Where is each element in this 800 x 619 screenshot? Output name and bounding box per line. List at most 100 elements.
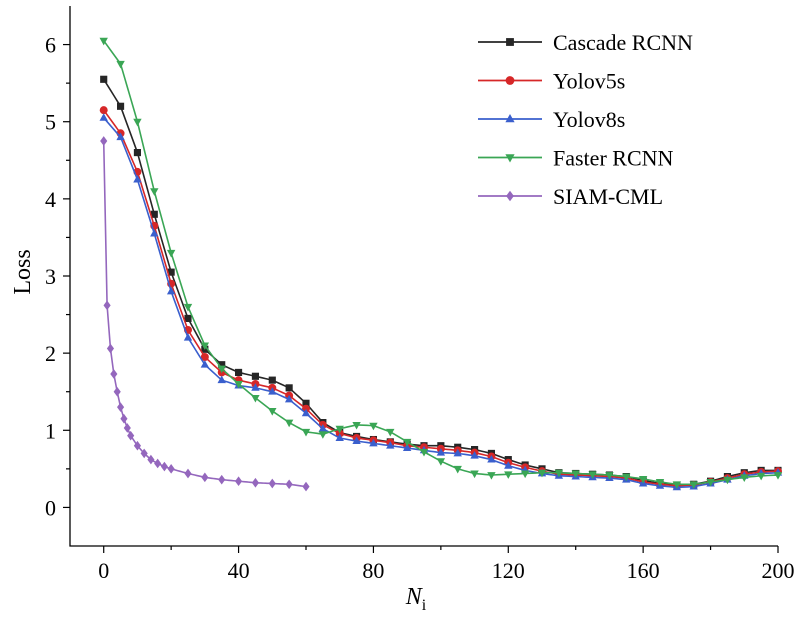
data-point-faster-rcnn (470, 470, 479, 479)
data-point-siam-cml (154, 458, 162, 469)
data-point-faster-rcnn (689, 481, 698, 489)
data-point-faster-rcnn (251, 394, 260, 403)
data-point-cascade-rcnn (133, 149, 141, 157)
data-point-siam-cml (160, 461, 168, 472)
data-point-faster-rcnn (99, 37, 108, 46)
data-point-siam-cml (103, 300, 111, 311)
x-axis-title: Ni (405, 584, 427, 614)
data-point-faster-rcnn (284, 419, 294, 428)
data-point-yolov8s (183, 333, 193, 341)
data-point-faster-rcnn (520, 470, 530, 479)
data-point-yolov8s (116, 132, 125, 141)
data-point-siam-cml (133, 440, 141, 451)
data-point-cascade-rcnn (150, 210, 158, 218)
data-point-faster-rcnn (655, 479, 665, 487)
data-point-siam-cml (106, 343, 115, 354)
data-point-siam-cml (184, 468, 192, 479)
data-point-cascade-rcnn (268, 376, 276, 384)
data-point-siam-cml (100, 136, 108, 146)
data-point-siam-cml (127, 430, 135, 441)
data-point-faster-rcnn (386, 428, 395, 437)
data-point-siam-cml (110, 369, 118, 379)
data-point-siam-cml (147, 454, 155, 465)
data-point-faster-rcnn (150, 188, 159, 196)
data-point-cascade-rcnn (302, 399, 310, 407)
y-tick-label: 1 (45, 418, 56, 443)
data-point-yolov8s (251, 383, 260, 391)
data-point-siam-cml (113, 386, 121, 397)
data-point-yolov8s (150, 228, 159, 237)
legend-label: Cascade RCNN (553, 30, 693, 55)
data-point-faster-rcnn (419, 448, 429, 457)
data-point-faster-rcnn (504, 471, 513, 479)
data-point-yolov8s (318, 424, 328, 432)
y-tick-label: 3 (45, 264, 56, 289)
data-point-yolov8s (453, 448, 462, 457)
legend-swatch-marker (505, 154, 515, 163)
y-tick-label: 0 (45, 495, 56, 520)
legend: Cascade RCNN Yolov5s Yolov8s Faster RCNN SIA… (478, 30, 693, 209)
data-point-faster-rcnn (369, 422, 378, 431)
data-point-siam-cml (268, 478, 276, 489)
series-line-cascade-rcnn (103, 78, 778, 486)
data-point-yolov8s (335, 433, 344, 441)
data-point-yolov8s (402, 443, 412, 451)
y-tick-label: 4 (45, 187, 56, 212)
data-point-yolov8s (166, 286, 176, 295)
x-axis-title-main: N (405, 584, 424, 610)
data-point-faster-rcnn (638, 475, 648, 484)
data-point-faster-rcnn (166, 249, 176, 258)
series-line-siam-cml (102, 140, 307, 488)
y-axis-ticks: 0 1 2 3 4 5 6 (45, 33, 70, 520)
data-point-faster-rcnn (740, 474, 749, 482)
data-point-faster-rcnn (672, 481, 682, 489)
data-point-yolov8s (436, 448, 446, 456)
data-point-yolov8s (470, 451, 479, 459)
data-point-faster-rcnn (268, 408, 277, 416)
series-cascade-rcnn (100, 75, 782, 489)
data-point-faster-rcnn (217, 365, 226, 374)
x-axis-ticks: 0 40 80 120 160 200 (98, 546, 795, 583)
legend-item-faster-rcnn: Faster RCNN (478, 146, 674, 171)
data-point-siam-cml (201, 472, 209, 483)
data-point-yolov8s (301, 408, 311, 417)
series-line-faster-rcnn (103, 40, 779, 486)
legend-item-yolov8s: Yolov8s (478, 107, 625, 132)
data-point-yolov8s (99, 113, 108, 121)
data-point-cascade-rcnn (167, 268, 175, 276)
data-point-faster-rcnn (723, 476, 732, 485)
data-point-siam-cml (117, 402, 125, 412)
series-line-yolov8s (103, 117, 779, 489)
data-point-cascade-rcnn (117, 102, 125, 110)
x-tick-label: 40 (228, 558, 250, 583)
data-point-faster-rcnn (756, 472, 766, 481)
legend-swatch-marker (506, 38, 514, 46)
data-point-siam-cml (140, 448, 148, 459)
series-line-yolov5s (103, 109, 779, 487)
data-point-faster-rcnn (605, 472, 614, 480)
legend-label: SIAM-CML (553, 184, 663, 209)
data-point-faster-rcnn (133, 118, 142, 127)
data-point-faster-rcnn (588, 471, 597, 479)
data-point-faster-rcnn (402, 438, 412, 447)
legend-swatch-marker (506, 190, 514, 202)
x-tick-label: 160 (627, 558, 660, 583)
y-tick-label: 5 (45, 110, 56, 135)
series-yolov5s (99, 106, 782, 490)
data-point-cascade-rcnn (285, 384, 293, 392)
y-tick-label: 6 (45, 33, 56, 58)
data-point-yolov8s (504, 461, 513, 469)
data-point-cascade-rcnn (218, 361, 226, 369)
legend-swatch-marker (505, 76, 515, 85)
axis-frame (69, 6, 778, 547)
data-point-yolov5s (200, 353, 209, 361)
y-axis-title: Loss (10, 249, 36, 294)
data-point-yolov8s (200, 360, 210, 368)
data-point-faster-rcnn (436, 458, 446, 466)
legend-item-cascade-rcnn: Cascade RCNN (478, 30, 693, 55)
data-point-cascade-rcnn (251, 372, 259, 380)
data-point-yolov8s (352, 436, 361, 445)
data-point-faster-rcnn (537, 469, 547, 478)
data-point-cascade-rcnn (184, 314, 192, 322)
data-point-siam-cml (167, 464, 175, 474)
